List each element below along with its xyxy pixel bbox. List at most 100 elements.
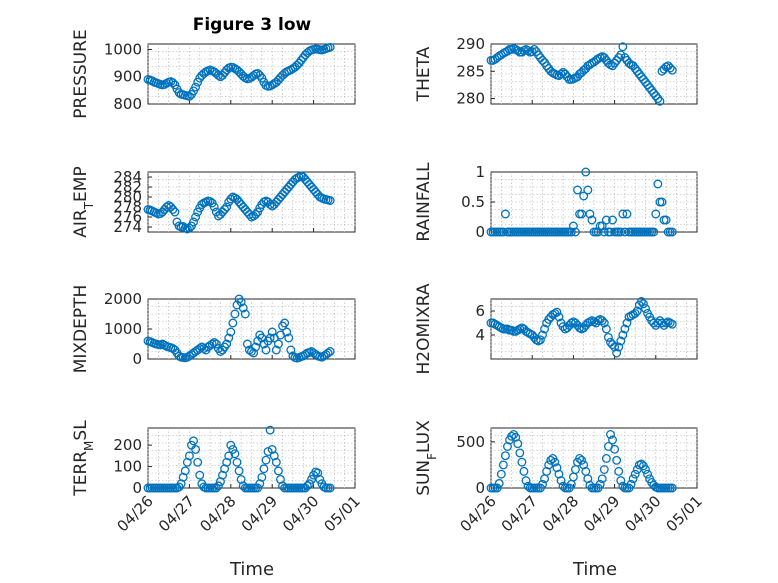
- data-point: [667, 227, 677, 237]
- data-point: [665, 318, 675, 328]
- data-point: [205, 197, 215, 206]
- data-point: [610, 342, 620, 352]
- data-point: [305, 479, 314, 489]
- data-point: [568, 221, 578, 231]
- data-point: [599, 227, 609, 237]
- y-tick-label: 285: [456, 62, 485, 80]
- data-point: [538, 330, 547, 340]
- data-point: [238, 303, 248, 313]
- data-point: [614, 466, 624, 476]
- data-point: [207, 339, 217, 349]
- data-point: [191, 444, 201, 454]
- data-point: [267, 327, 277, 337]
- data-point: [240, 309, 250, 319]
- y-tick-label: 0: [132, 479, 142, 497]
- x-tick-label: 04/29: [580, 492, 623, 535]
- data-point: [618, 42, 628, 52]
- data-point: [521, 476, 531, 486]
- y-tick-label: 6: [475, 302, 485, 320]
- data-point: [302, 481, 312, 491]
- data-point: [191, 82, 201, 92]
- data-point: [238, 481, 248, 491]
- data-point: [271, 345, 281, 355]
- y-axis-label: PRESSURE: [71, 29, 91, 118]
- data-point: [500, 451, 510, 461]
- data-point: [263, 447, 273, 457]
- data-point: [255, 70, 265, 80]
- data-point: [535, 335, 545, 345]
- data-point: [614, 53, 624, 63]
- data-point: [601, 324, 611, 334]
- data-point: [174, 351, 184, 361]
- data-point: [222, 202, 232, 212]
- data-point: [257, 472, 267, 482]
- data-point: [265, 333, 275, 343]
- data-point: [618, 209, 628, 219]
- data-point: [606, 430, 615, 439]
- x-tick-label: 05/01: [663, 492, 706, 535]
- y-axis-label: AIRTEMP: [71, 166, 96, 237]
- data-point: [558, 481, 568, 491]
- data-point: [184, 223, 194, 233]
- data-point: [638, 299, 648, 309]
- data-point: [597, 474, 607, 484]
- data-point: [608, 435, 617, 445]
- data-point: [546, 455, 556, 465]
- y-axis-label: THETA: [414, 46, 434, 102]
- data-point: [554, 312, 564, 322]
- y-tick-label: 1: [475, 163, 485, 181]
- y-axis-label: H2OMIXRA: [414, 283, 434, 374]
- data-point: [496, 469, 506, 479]
- data-point: [579, 191, 589, 201]
- data-point: [620, 324, 630, 334]
- data-point: [538, 479, 547, 489]
- data-point: [230, 309, 240, 319]
- data-point: [552, 307, 562, 317]
- data-point: [515, 448, 525, 458]
- data-point: [213, 481, 223, 491]
- data-point: [509, 430, 519, 439]
- data-point: [653, 179, 663, 189]
- data-point: [168, 78, 178, 88]
- data-point: [189, 436, 198, 446]
- data-point: [657, 197, 667, 207]
- data-point: [622, 318, 632, 328]
- data-point: [513, 439, 523, 449]
- data-point: [253, 483, 263, 493]
- data-point: [655, 96, 665, 106]
- data-point: [170, 207, 180, 217]
- data-point: [226, 194, 236, 204]
- data-point: [601, 215, 611, 225]
- data-point: [280, 318, 290, 328]
- data-point: [507, 325, 517, 335]
- data-point: [612, 348, 622, 358]
- data-point: [234, 466, 244, 476]
- data-point: [307, 474, 316, 484]
- panel-pressure: 800 900 1000 PRESSURE: [71, 29, 356, 119]
- data-point: [180, 466, 190, 476]
- data-point: [288, 351, 298, 361]
- y-tick-label: 0: [132, 350, 142, 368]
- data-point: [242, 339, 252, 349]
- data-point: [585, 317, 595, 327]
- data-point: [230, 449, 240, 459]
- data-point: [667, 483, 677, 493]
- data-point: [259, 464, 269, 474]
- data-point: [661, 215, 671, 225]
- data-point: [597, 221, 607, 231]
- data-point: [224, 451, 234, 461]
- data-point: [550, 457, 560, 467]
- data-point: [665, 63, 675, 73]
- data-point: [519, 466, 529, 476]
- y-tick-label: 274: [113, 218, 142, 236]
- x-tick-label: 04/28: [196, 492, 239, 535]
- data-point: [641, 304, 650, 314]
- data-point: [556, 476, 566, 486]
- data-point: [265, 425, 275, 435]
- data-point: [603, 332, 613, 342]
- data-point: [278, 481, 287, 491]
- data-point: [614, 342, 624, 352]
- data-point: [226, 327, 236, 337]
- data-point: [585, 209, 595, 219]
